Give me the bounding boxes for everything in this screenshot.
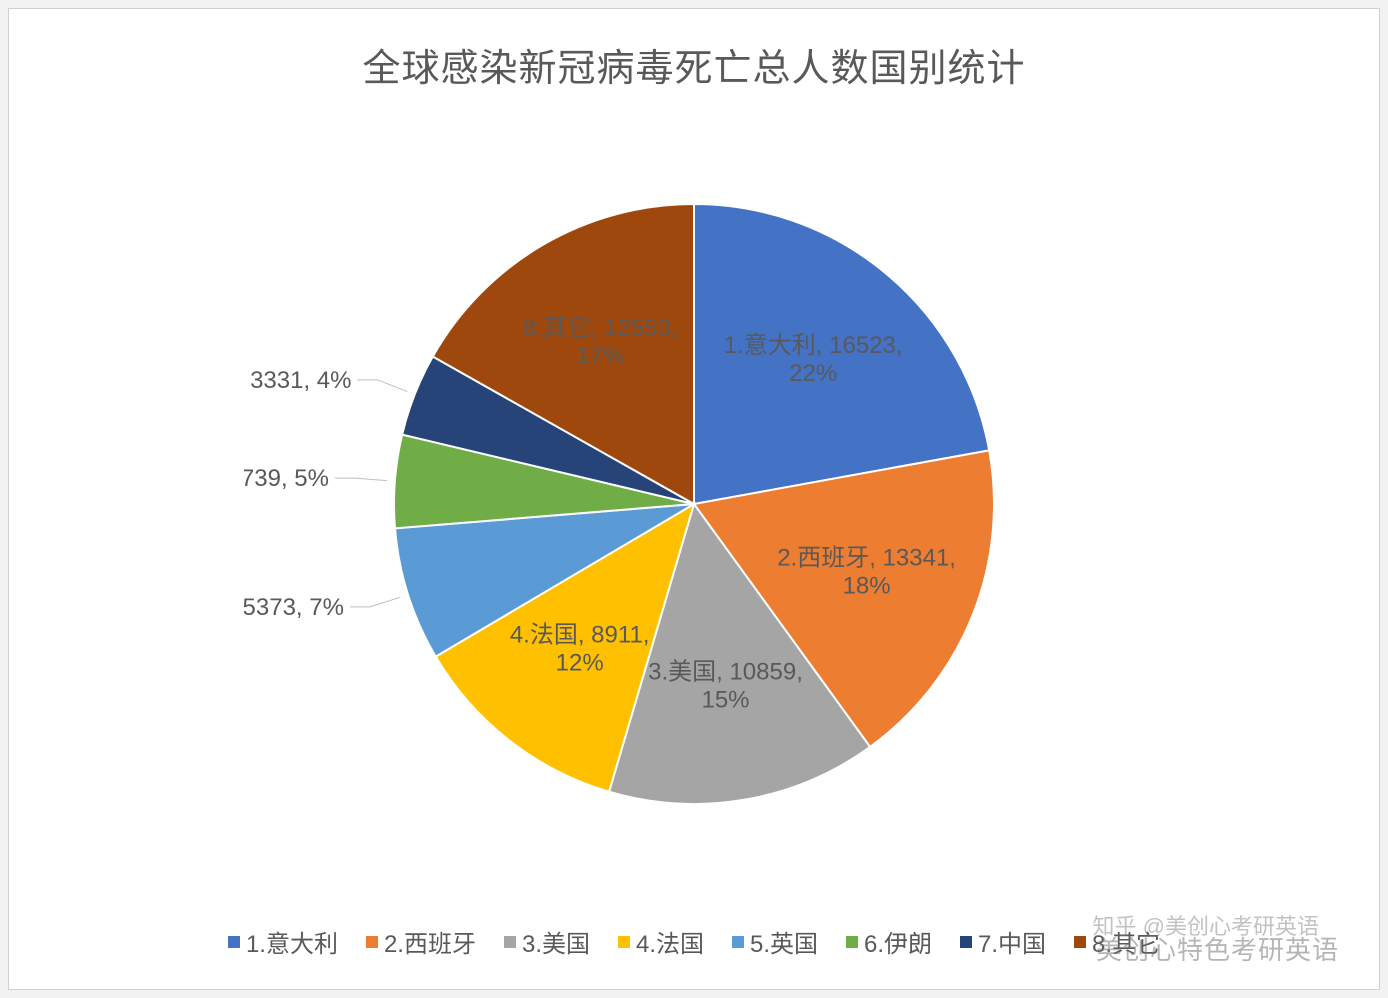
legend-swatch-6 <box>846 936 858 948</box>
legend-item-5: 5.英国 <box>732 924 818 959</box>
leader-5 <box>350 597 400 607</box>
legend-label-7: 7.中国 <box>978 924 1046 959</box>
legend-swatch-1 <box>228 936 240 948</box>
legend-swatch-2 <box>366 936 378 948</box>
chart-frame: 全球感染新冠病毒死亡总人数国别统计 1.意大利, 16523,22%2.西班牙,… <box>8 8 1380 990</box>
legend-label-5: 5.英国 <box>750 924 818 959</box>
legend-label-4: 4.法国 <box>636 924 704 959</box>
legend-swatch-7 <box>960 936 972 948</box>
legend-label-8: 8.其它 <box>1092 924 1160 959</box>
slice-label-6: 6.伊朗, 3739, 5% <box>244 465 329 492</box>
legend-item-4: 4.法国 <box>618 924 704 959</box>
legend: 1.意大利 2.西班牙 3.美国 4.法国 5.英国 6.伊朗 7.中国 8.其它 <box>9 924 1379 959</box>
legend-swatch-5 <box>732 936 744 948</box>
chart-title: 全球感染新冠病毒死亡总人数国别统计 <box>9 9 1379 92</box>
legend-item-8: 8.其它 <box>1074 924 1160 959</box>
legend-item-7: 7.中国 <box>960 924 1046 959</box>
slice-label-5: 5.英国, 5373, 7% <box>244 594 344 621</box>
legend-label-2: 2.西班牙 <box>384 924 476 959</box>
legend-item-3: 3.美国 <box>504 924 590 959</box>
leader-7 <box>357 380 407 392</box>
legend-label-1: 1.意大利 <box>246 924 338 959</box>
legend-swatch-3 <box>504 936 516 948</box>
pie-chart: 1.意大利, 16523,22%2.西班牙, 13341,18%3.美国, 10… <box>244 144 1144 864</box>
legend-swatch-8 <box>1074 936 1086 948</box>
legend-label-3: 3.美国 <box>522 924 590 959</box>
slice-label-7: 7.中国, 3331, 4% <box>244 367 351 394</box>
legend-item-6: 6.伊朗 <box>846 924 932 959</box>
legend-swatch-4 <box>618 936 630 948</box>
legend-item-2: 2.西班牙 <box>366 924 476 959</box>
legend-item-1: 1.意大利 <box>228 924 338 959</box>
leader-6 <box>335 478 387 480</box>
legend-label-6: 6.伊朗 <box>864 924 932 959</box>
